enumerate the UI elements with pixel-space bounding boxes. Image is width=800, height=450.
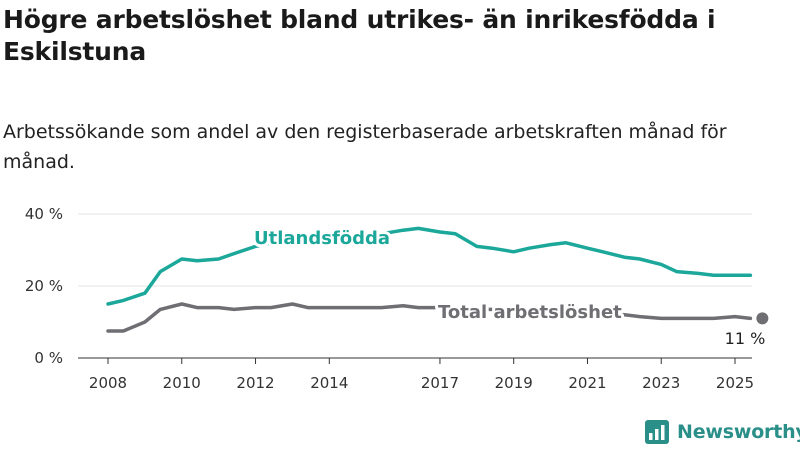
x-tick-label: 2025 — [716, 374, 754, 392]
x-tick-label: 2014 — [310, 374, 348, 392]
x-tick-label: 2021 — [568, 374, 606, 392]
x-tick-label: 2023 — [642, 374, 680, 392]
newsworthy-logo-icon — [645, 420, 669, 444]
x-tick-label: 2008 — [89, 374, 127, 392]
end-point-marker — [756, 312, 769, 325]
brand-name: Newsworthy — [677, 421, 800, 443]
y-tick-label: 0 % — [34, 349, 63, 367]
x-tick-label: 2010 — [163, 374, 201, 392]
x-tick-label: 2017 — [421, 374, 459, 392]
grid-layer — [78, 213, 752, 359]
series-layer — [106, 226, 753, 333]
y-tick-label: 40 % — [25, 205, 63, 223]
series-label-total: Total arbetslöshet — [438, 302, 622, 323]
series-line-total — [106, 302, 753, 333]
chart-subtitle: Arbetssökande som andel av den registerb… — [3, 121, 727, 173]
series-label-utlandsfodda: Utlandsfödda — [254, 228, 390, 249]
label-layer: Utlandsfödda Total arbetslöshet 11 % — [251, 225, 769, 348]
brand-logo: Newsworthy — [645, 420, 800, 444]
y-tick-label: 20 % — [25, 277, 63, 295]
series-line-utlandsfodda — [106, 226, 753, 306]
x-tick-label: 2012 — [236, 374, 274, 392]
chart-title: Högre arbetslöshet bland utrikes- än inr… — [3, 5, 716, 66]
x-tick-label: 2019 — [495, 374, 533, 392]
axis-layer: 0 % 20 % 40 % 2008 2010 2012 2014 2017 2019 2021 2… — [25, 205, 754, 392]
end-value-label: 11 % — [725, 329, 766, 348]
